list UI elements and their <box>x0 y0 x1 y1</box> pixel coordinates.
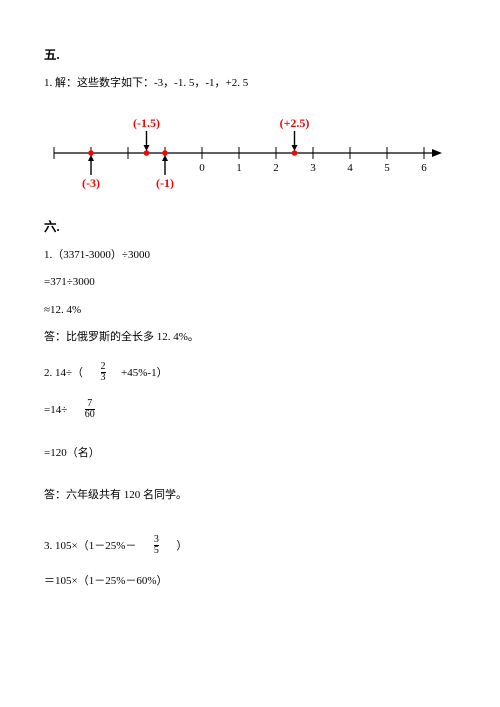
fraction-3-5: 3 5 <box>154 535 159 556</box>
page: 五. 1. 解：这些数字如下：-3，-1. 5，-1，+2. 5 0123456… <box>0 0 500 591</box>
svg-text:(-1.5): (-1.5) <box>133 116 160 130</box>
s6-q1-ans: 答：比俄罗斯的全长多 12. 4%。 <box>44 329 456 347</box>
number-line-svg: 0 1 2 3 4 5 6 (-3) (-1.5) (-1) (+2.5) <box>44 103 444 193</box>
s6-q3-l2: ＝105×（1－25%－60%） <box>44 573 456 591</box>
frac-den: 60 <box>85 409 95 420</box>
section-6-heading: 六. <box>44 216 456 235</box>
s6-q1-l2: =371÷3000 <box>44 274 456 292</box>
svg-text:(-3): (-3) <box>82 176 100 190</box>
frac-num: 7 <box>85 399 95 409</box>
svg-text:(+2.5): (+2.5) <box>280 116 310 130</box>
svg-text:4: 4 <box>347 162 353 174</box>
svg-text:0: 0 <box>199 162 205 174</box>
section-5-heading: 五. <box>44 44 456 63</box>
frac-num: 3 <box>154 535 159 545</box>
frac-den: 3 <box>101 372 106 383</box>
text: +45%-1） <box>121 367 168 379</box>
frac-num: 2 <box>101 362 106 372</box>
fraction-2-3: 2 3 <box>101 362 106 383</box>
s6-q2-l3: =120（名） <box>44 445 456 463</box>
s6-q2-ans: 答：六年级共有 120 名同学。 <box>44 487 456 505</box>
frac-den: 5 <box>154 545 159 556</box>
s6-q1-l1: 1.（3371-3000）÷3000 <box>44 247 456 265</box>
svg-text:3: 3 <box>310 162 316 174</box>
svg-text:6: 6 <box>421 162 427 174</box>
text: ） <box>176 540 187 552</box>
svg-text:(-1): (-1) <box>156 176 174 190</box>
text: 2. 14÷（ <box>44 367 83 379</box>
number-line-diagram: 0 1 2 3 4 5 6 (-3) (-1.5) (-1) (+2.5) <box>44 103 456 198</box>
svg-text:1: 1 <box>236 162 242 174</box>
text: 3. 105×（1－25%－ <box>44 540 136 552</box>
svg-text:2: 2 <box>273 162 279 174</box>
text: =14÷ <box>44 404 67 416</box>
s6-q2-l2: =14÷ 7 60 <box>44 400 456 421</box>
fraction-7-60: 7 60 <box>85 399 95 420</box>
s5-line1: 1. 解：这些数字如下：-3，-1. 5，-1，+2. 5 <box>44 75 456 93</box>
s6-q3-l1: 3. 105×（1－25%－ 3 5 ） <box>44 536 456 557</box>
s6-q2-l1: 2. 14÷（ 2 3 +45%-1） <box>44 363 456 384</box>
svg-text:5: 5 <box>384 162 390 174</box>
s6-q1-l3: ≈12. 4% <box>44 302 456 320</box>
